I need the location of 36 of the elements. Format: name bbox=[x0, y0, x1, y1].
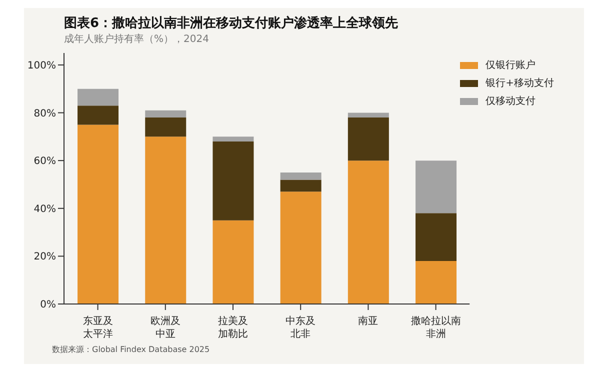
bar bbox=[280, 172, 322, 180]
bar bbox=[145, 118, 186, 137]
x-tick-label: 撒哈拉以南非洲 bbox=[410, 315, 461, 340]
bar bbox=[145, 136, 186, 304]
bar bbox=[212, 136, 254, 142]
bar bbox=[212, 141, 254, 220]
bar bbox=[348, 112, 389, 118]
legend-label: 仅移动支付 bbox=[486, 94, 536, 108]
bar bbox=[416, 213, 457, 261]
x-tick-label: 欧洲及中亚 bbox=[150, 315, 180, 340]
bar bbox=[348, 118, 389, 161]
legend-label: 仅银行账户 bbox=[486, 58, 536, 72]
y-tick-label: 20% bbox=[34, 252, 56, 263]
y-tick-label: 100% bbox=[27, 60, 56, 72]
x-tick-label: 东亚及太平洋 bbox=[82, 315, 113, 340]
bar bbox=[78, 124, 119, 304]
chart-title: 图表6：撒哈拉以南非洲在移动支付账户渗透率上全球领先 bbox=[64, 14, 398, 32]
bar bbox=[212, 220, 254, 304]
y-tick-label: 80% bbox=[34, 108, 56, 120]
bar bbox=[416, 260, 457, 304]
bar bbox=[280, 180, 322, 192]
x-tick-label: 拉美及加勒比 bbox=[218, 315, 248, 340]
bar bbox=[78, 106, 119, 125]
bar bbox=[348, 160, 389, 304]
bar bbox=[145, 110, 186, 118]
source-note: 数据来源：Global Findex Database 2025 bbox=[52, 344, 210, 355]
y-tick-label: 40% bbox=[34, 204, 56, 215]
bar bbox=[280, 192, 322, 304]
x-tick-label: 南亚 bbox=[358, 315, 378, 327]
bar bbox=[78, 88, 119, 106]
bar bbox=[416, 160, 457, 214]
y-tick-label: 0% bbox=[40, 300, 56, 311]
y-tick-label: 60% bbox=[34, 156, 56, 168]
x-tick-label: 中东及北非 bbox=[286, 315, 316, 340]
chart-subtitle: 成年人账户持有率（%），2024 bbox=[64, 32, 209, 46]
legend-label: 银行+移动支付 bbox=[486, 76, 554, 90]
